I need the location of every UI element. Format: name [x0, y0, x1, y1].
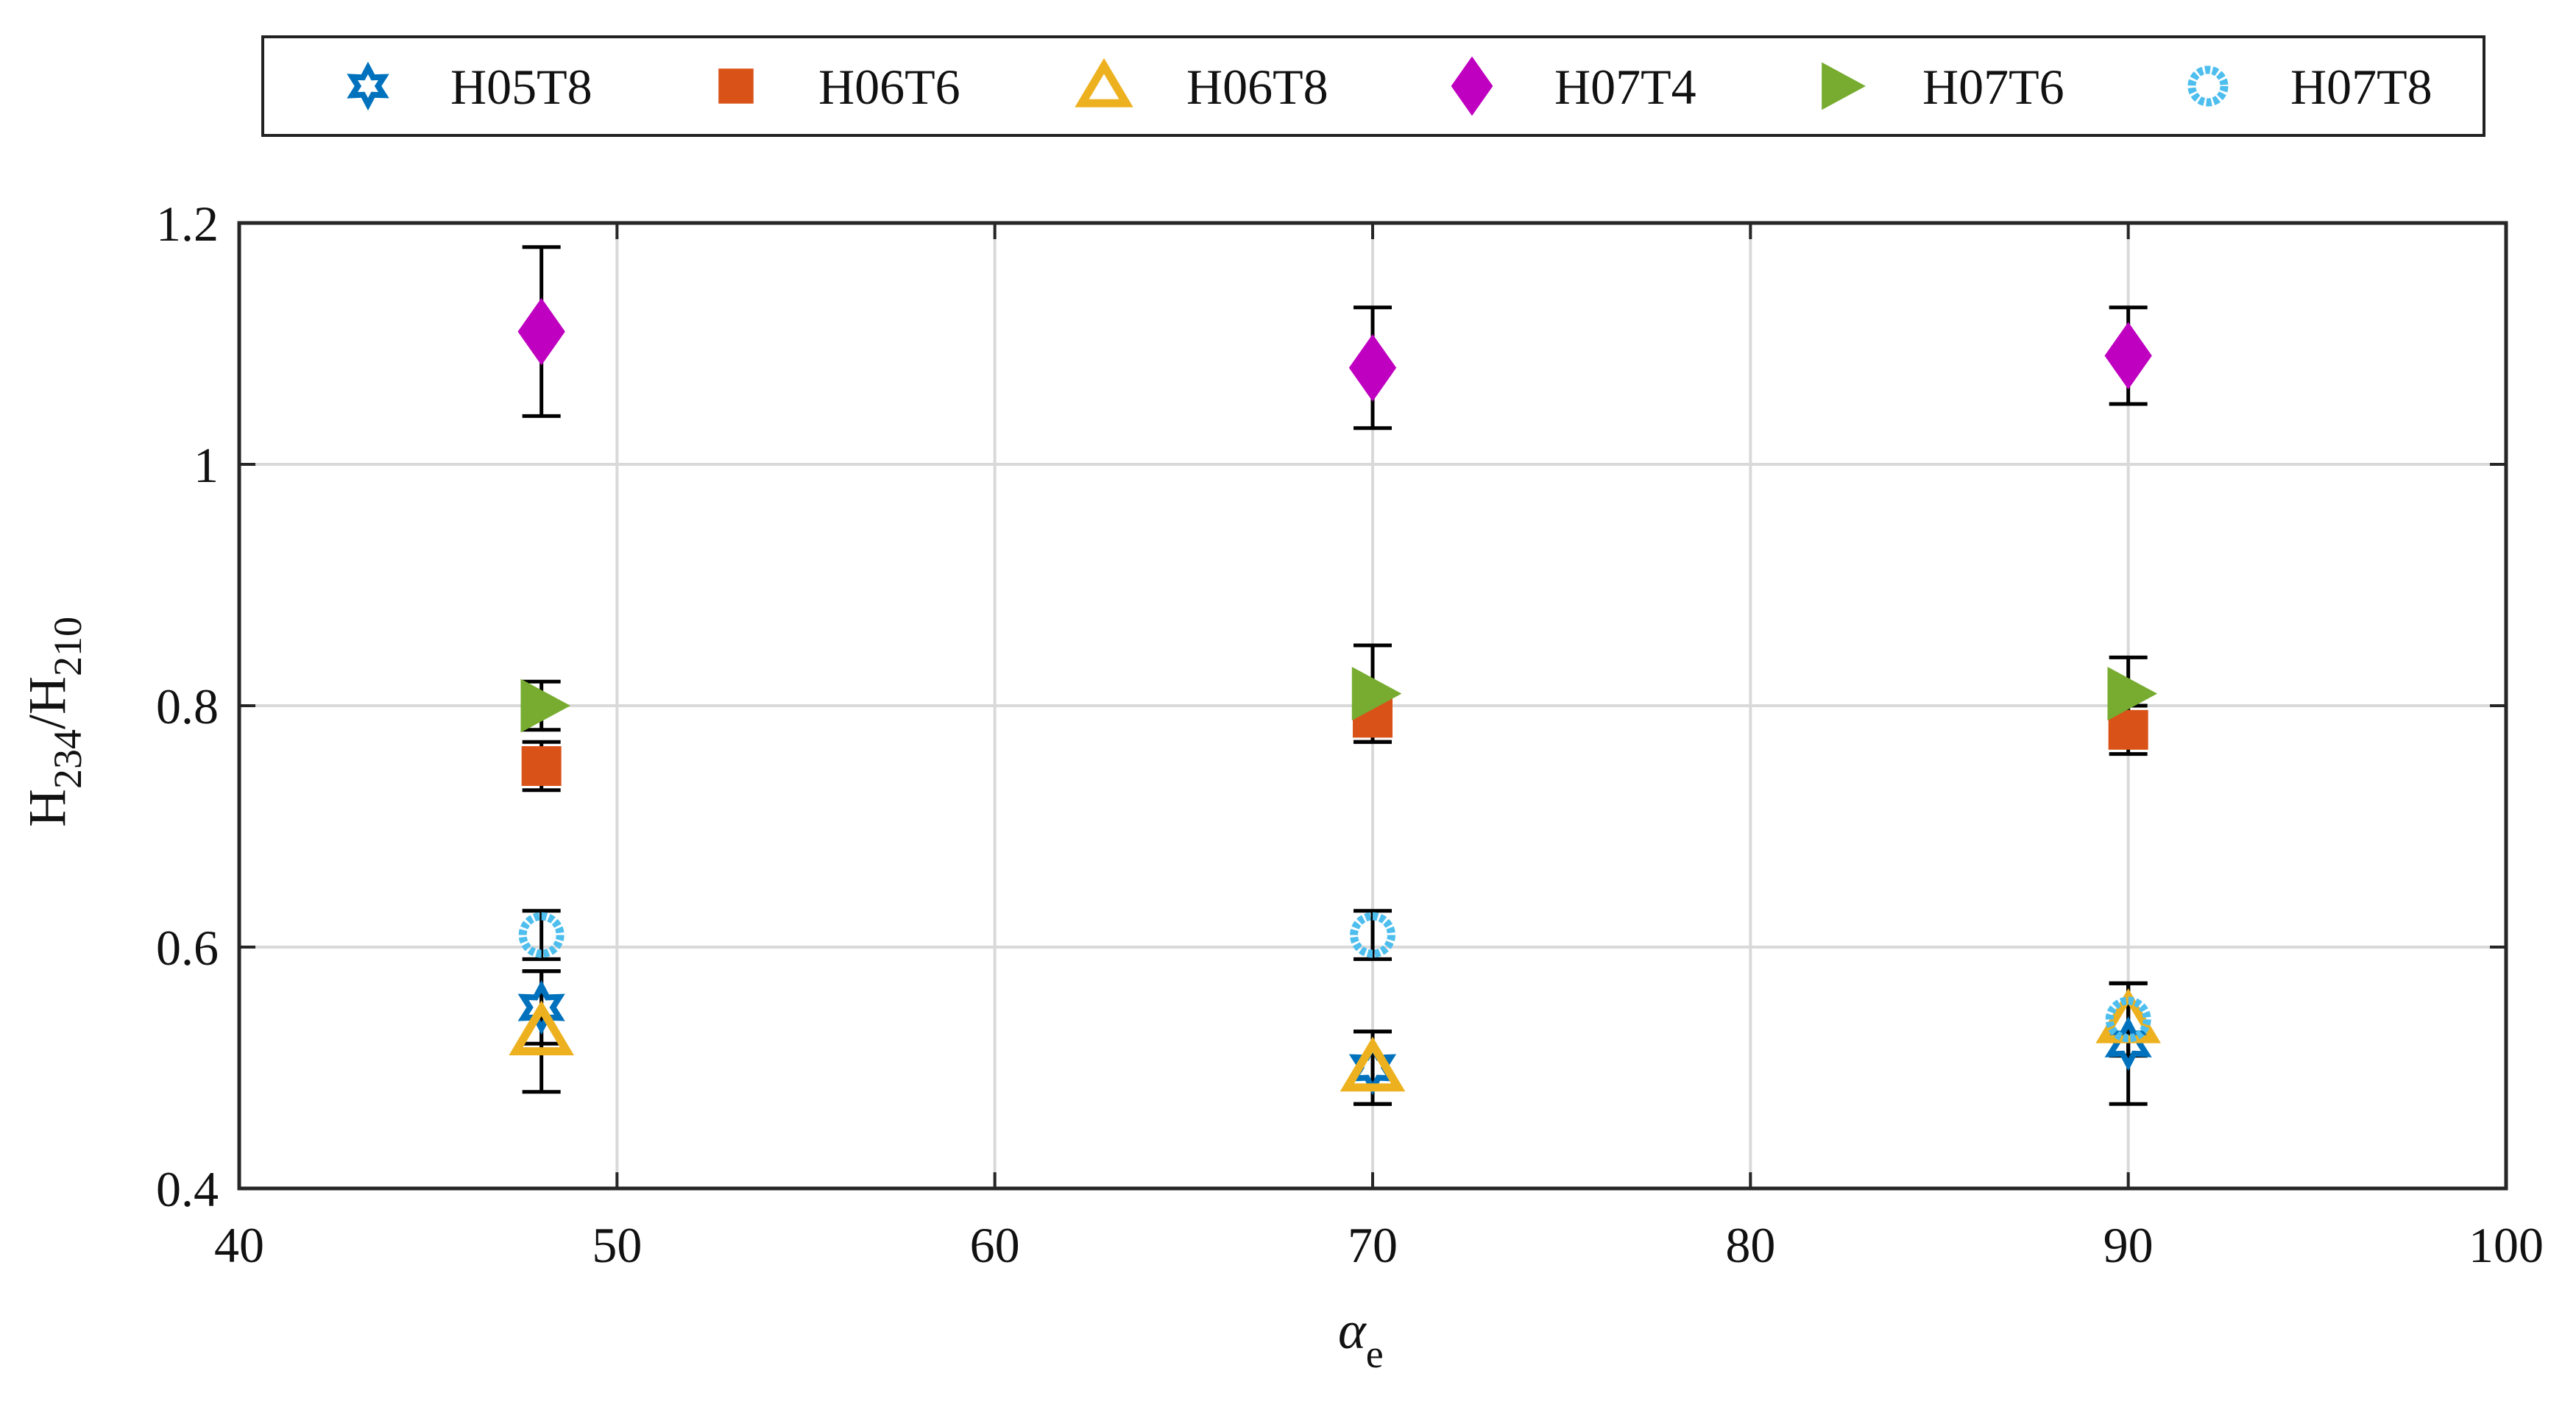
legend-label-h07t4: H07T4 [1554, 59, 1696, 115]
legend-marker-h06t6 [718, 68, 754, 104]
y-axis-label-mid: /H [18, 676, 77, 729]
point-h07t4 [2104, 322, 2152, 390]
legend-marker-h07t6 [1822, 62, 1866, 110]
legend-item-h05t8: H05T8 [347, 59, 592, 115]
tick-labels: 40 50 60 70 80 90 100 0.4 0.6 0.8 1 1.2 [156, 196, 2544, 1273]
error-bar-h07t8 [1354, 909, 1392, 961]
y-axis-label: H234/H210 [18, 617, 90, 827]
legend-marker-h05t8 [347, 61, 389, 111]
error-bar-h07t8 [522, 909, 561, 961]
x-tick-label: 60 [970, 1217, 1020, 1273]
y-axis-label-main: H [18, 789, 77, 827]
legend-label-h06t8: H06T8 [1186, 59, 1328, 115]
legend-item-h06t8: H06T8 [1075, 57, 1328, 115]
y-tick-label: 0.6 [156, 920, 219, 976]
x-tick-label: 50 [592, 1217, 642, 1273]
legend-item-h07t8: H07T8 [2187, 59, 2432, 115]
legend-marker-h06t8 [1075, 57, 1133, 107]
svg-text:H234/H210: H234/H210 [18, 617, 90, 827]
point-h06t8 [1340, 1036, 1406, 1092]
x-axis-label-sub: e [1366, 1332, 1384, 1376]
point-h07t4 [1348, 334, 1397, 402]
point-h07t6 [1351, 667, 1402, 721]
x-tick-label: 80 [1725, 1217, 1775, 1273]
x-tick-label: 70 [1348, 1217, 1398, 1273]
legend-label-h07t6: H07T6 [1922, 59, 2064, 115]
point-h07t8 [1350, 912, 1395, 958]
legend-item-h06t6: H06T6 [718, 59, 960, 115]
point-h05t8 [517, 979, 565, 1035]
point-h06t6 [521, 746, 562, 786]
x-axis-label-main: α [1338, 1301, 1367, 1360]
point-h07t8 [2105, 996, 2151, 1043]
point-h06t8 [2095, 988, 2161, 1043]
y-tick-label: 1 [194, 437, 219, 493]
legend-marker-h07t8 [2187, 65, 2229, 107]
x-tick-label: 90 [2103, 1217, 2154, 1273]
y-axis-label-sub2: 210 [46, 617, 90, 676]
point-h06t8 [509, 1000, 574, 1056]
legend-marker-h07t4 [1451, 56, 1493, 116]
data-markers [509, 297, 2161, 1096]
point-h07t6 [2107, 667, 2158, 721]
point-h06t6 [2108, 709, 2148, 750]
y-tick-label: 0.4 [156, 1161, 219, 1217]
legend-label-h06t6: H06T6 [818, 59, 960, 115]
x-axis-label: αe [1338, 1301, 1384, 1376]
point-h07t8 [518, 912, 565, 958]
point-h07t6 [520, 678, 571, 733]
axes [237, 221, 2508, 1191]
x-tick-label: 100 [2469, 1217, 2544, 1273]
point-h07t4 [517, 297, 565, 366]
y-tick-label: 1.2 [156, 196, 219, 252]
legend-item-h07t4: H07T4 [1451, 56, 1696, 116]
legend-label-h05t8: H05T8 [450, 59, 592, 115]
legend-box [261, 35, 2485, 137]
legend-label-h07t8: H07T8 [2290, 59, 2432, 115]
legend-item-h07t6: H07T6 [1822, 59, 2064, 115]
y-axis-label-sub1: 234 [46, 729, 90, 789]
legend: H05T8 H06T6 H06T8 H07T4 H07T6 H07T8 [261, 35, 2485, 137]
y-tick-label: 0.8 [156, 678, 219, 734]
x-tick-label: 40 [214, 1217, 264, 1273]
